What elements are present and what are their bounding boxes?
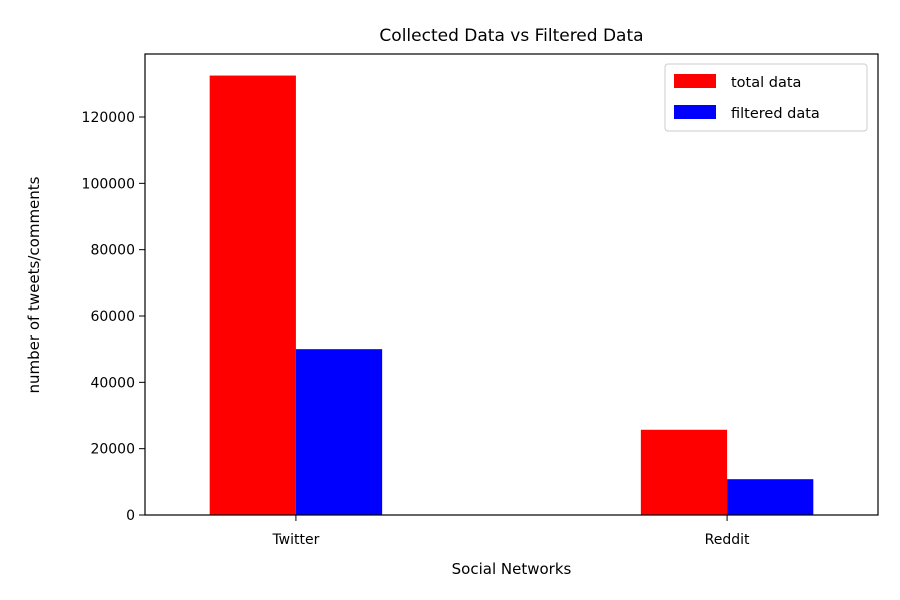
y-tick-label: 20000 xyxy=(90,442,135,458)
y-tick-label: 0 xyxy=(126,508,135,524)
plot-area-frame xyxy=(144,53,879,516)
bar-total-data-twitter xyxy=(209,75,296,515)
bars-group xyxy=(209,75,814,515)
legend-label-filtered-data: filtered data xyxy=(731,106,820,122)
x-axis-label: Social Networks xyxy=(452,560,572,578)
y-tick-label: 60000 xyxy=(90,309,135,325)
x-tick-label-twitter: Twitter xyxy=(271,532,319,548)
y-axis-label: number of tweets/comments xyxy=(25,176,43,393)
bar-filtered-data-reddit xyxy=(727,479,814,515)
legend-swatch-total-data xyxy=(674,74,716,88)
y-axis-ticks: 0 20000 40000 60000 80000 100000 120000 xyxy=(82,110,145,524)
chart-title: Collected Data vs Filtered Data xyxy=(379,26,643,46)
x-tick-label-reddit: Reddit xyxy=(705,532,750,548)
legend-label-total-data: total data xyxy=(731,75,801,91)
bar-total-data-reddit xyxy=(640,429,728,515)
bar-filtered-data-twitter xyxy=(295,349,383,515)
y-tick-label: 100000 xyxy=(82,176,135,192)
y-tick-label: 40000 xyxy=(90,375,135,391)
legend-swatch-filtered-data xyxy=(674,105,716,119)
x-axis-ticks: Twitter Reddit xyxy=(271,515,750,548)
y-tick-label: 120000 xyxy=(82,110,135,126)
y-tick-label: 80000 xyxy=(90,243,135,259)
legend: total data filtered data xyxy=(664,63,868,132)
